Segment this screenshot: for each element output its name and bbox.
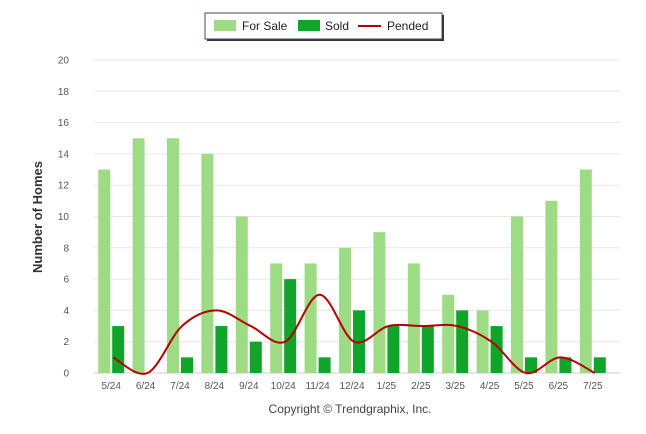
bar-for-sale	[545, 200, 558, 373]
bar-sold	[181, 357, 193, 373]
bar-sold	[318, 357, 331, 373]
y-tick-label: 14	[58, 149, 70, 160]
line-pended	[112, 293, 596, 375]
bar-sold	[284, 279, 297, 373]
x-tick-label: 1/25	[377, 381, 397, 392]
bar-for-sale	[201, 153, 214, 373]
bar-sold	[421, 326, 434, 373]
y-axis-label: Number of Homes	[30, 161, 45, 273]
bar-for-sale	[339, 247, 351, 373]
y-tick-label: 4	[63, 306, 69, 317]
bar-sold	[249, 341, 262, 373]
bar-sold	[215, 326, 228, 373]
bar-sold	[525, 357, 537, 373]
legend: For Sale Sold Pended	[204, 12, 444, 41]
x-tick-label: 7/24	[170, 381, 190, 392]
y-tick-label: 10	[58, 212, 70, 223]
x-tick-label: 5/24	[101, 381, 121, 392]
bar-sold	[593, 357, 606, 373]
bar-for-sale	[511, 216, 523, 373]
x-tick-label: 7/25	[583, 381, 603, 392]
bar-sold	[559, 357, 572, 373]
bar-layer	[98, 138, 606, 373]
x-tick-label: 3/25	[445, 381, 465, 392]
x-tick-label: 11/24	[305, 381, 330, 392]
y-tick-label: 20	[58, 56, 70, 67]
bar-for-sale	[98, 169, 111, 373]
y-tick-label: 6	[63, 275, 69, 286]
x-tick-label: 8/24	[205, 381, 225, 392]
bar-for-sale	[407, 263, 420, 373]
y-axis-ticks: 0 2 4 6 8 10 12 14 16 18 20	[58, 56, 70, 380]
bar-for-sale	[270, 263, 283, 373]
bar-for-sale	[373, 232, 386, 373]
bar-sold	[490, 326, 503, 373]
y-tick-label: 16	[58, 118, 70, 129]
x-axis-ticks: 5/24 6/24 7/24 8/24 9/24 10/24 11/24 12/24 1/25 2…	[101, 381, 603, 392]
bar-for-sale	[476, 310, 489, 373]
x-tick-label: 4/25	[480, 381, 500, 392]
legend-swatch-sold	[298, 20, 320, 31]
x-tick-label: 12/24	[339, 381, 364, 392]
legend-label-pended: Pended	[387, 19, 428, 33]
bar-for-sale	[579, 169, 592, 373]
x-tick-label: 6/24	[136, 381, 156, 392]
x-tick-label: 6/25	[549, 381, 569, 392]
copyright-text: Copyright © Trendgraphix, Inc.	[269, 402, 432, 416]
x-tick-label: 10/24	[271, 381, 296, 392]
x-tick-label: 9/24	[239, 381, 259, 392]
y-tick-label: 8	[63, 243, 69, 254]
legend-label-sold: Sold	[325, 19, 349, 33]
x-tick-label: 2/25	[411, 381, 431, 392]
x-tick-label: 5/25	[514, 381, 534, 392]
bar-sold	[112, 326, 125, 373]
bar-for-sale	[132, 138, 145, 373]
bar-sold	[387, 326, 400, 373]
bar-for-sale	[304, 263, 317, 373]
line-layer	[112, 293, 596, 375]
bar-sold	[456, 310, 469, 373]
bar-for-sale	[167, 138, 179, 373]
legend-label-for-sale: For Sale	[242, 19, 288, 33]
y-tick-label: 12	[58, 181, 70, 192]
y-tick-label: 18	[58, 87, 70, 98]
legend-swatch-for-sale	[214, 20, 236, 31]
y-tick-label: 2	[63, 337, 69, 348]
bar-for-sale	[235, 216, 248, 373]
y-tick-label: 0	[63, 369, 69, 380]
bar-for-sale	[442, 294, 455, 373]
